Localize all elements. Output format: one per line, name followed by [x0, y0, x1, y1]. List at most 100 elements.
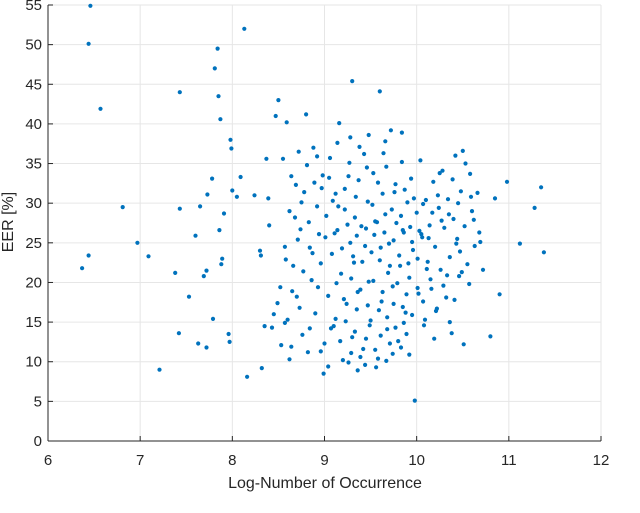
data-point: [299, 200, 304, 205]
data-point: [365, 303, 370, 308]
data-point: [497, 292, 502, 297]
data-point: [329, 251, 334, 256]
data-point: [298, 227, 303, 232]
data-point: [427, 223, 432, 228]
data-point: [201, 274, 206, 279]
data-point: [186, 294, 192, 299]
data-point: [373, 219, 378, 224]
data-point: [337, 121, 342, 126]
x-axis-label: Log-Number of Occurrence: [228, 475, 422, 492]
data-point: [98, 106, 103, 111]
data-point: [363, 336, 369, 341]
x-tick-label: 9: [320, 452, 328, 469]
data-point: [285, 317, 290, 322]
data-point: [259, 366, 264, 371]
data-point: [348, 240, 353, 245]
data-point: [422, 317, 428, 322]
data-point: [315, 154, 320, 159]
data-point: [480, 267, 486, 272]
data-point: [228, 137, 233, 142]
data-point: [360, 259, 365, 264]
data-point: [289, 344, 294, 349]
data-point: [421, 299, 426, 304]
y-tick-label: 15: [25, 314, 42, 331]
data-point: [322, 341, 327, 346]
data-point: [488, 334, 493, 339]
data-point: [469, 209, 475, 214]
data-point: [457, 274, 462, 279]
data-point: [304, 112, 309, 117]
data-point: [326, 364, 331, 369]
data-point: [409, 176, 414, 181]
data-point: [146, 254, 151, 259]
data-point: [450, 177, 455, 182]
x-tick-label: 10: [408, 452, 425, 469]
data-point: [410, 239, 415, 245]
data-point: [324, 213, 329, 218]
data-point: [392, 190, 397, 195]
data-point: [120, 205, 125, 210]
data-point: [405, 200, 410, 205]
data-point: [407, 352, 412, 357]
data-point: [442, 225, 447, 230]
data-point: [460, 148, 465, 153]
data-point: [219, 262, 224, 267]
data-point: [343, 319, 348, 324]
data-point: [300, 332, 305, 337]
data-point: [415, 285, 420, 291]
data-point: [88, 3, 93, 8]
data-point: [321, 371, 326, 376]
data-point: [354, 233, 359, 238]
data-point: [218, 117, 223, 122]
data-point: [196, 341, 201, 346]
grid-lines: [48, 4, 602, 441]
data-point: [416, 291, 421, 296]
data-point: [385, 327, 390, 332]
data-point: [462, 224, 467, 229]
data-point: [282, 320, 287, 325]
data-point: [280, 156, 286, 161]
data-point: [446, 212, 451, 217]
y-tick-label: 25: [25, 235, 42, 252]
y-tick-label: 5: [34, 393, 42, 410]
data-point: [386, 241, 392, 246]
data-point: [157, 367, 162, 372]
y-tick-label: 10: [25, 354, 42, 371]
data-point: [278, 285, 283, 290]
data-point: [424, 266, 429, 272]
x-tick-label: 11: [501, 452, 517, 469]
data-point: [386, 270, 391, 275]
data-point: [135, 240, 140, 245]
data-point: [380, 289, 385, 295]
data-point: [375, 356, 381, 361]
data-point: [315, 204, 320, 209]
x-tick-label: 6: [44, 452, 52, 469]
data-point: [517, 241, 523, 246]
data-point: [366, 132, 371, 138]
data-point: [346, 360, 351, 365]
data-point: [292, 215, 298, 220]
data-point: [86, 253, 91, 258]
data-point: [445, 273, 450, 278]
data-point: [437, 171, 442, 176]
data-point: [454, 241, 459, 246]
data-point: [436, 205, 441, 210]
data-point: [492, 196, 498, 201]
data-point: [210, 316, 216, 321]
data-point: [315, 285, 321, 290]
data-point: [257, 248, 263, 253]
data-point: [264, 156, 269, 161]
data-point: [216, 94, 221, 99]
data-point: [459, 270, 464, 275]
data-point: [358, 354, 363, 360]
data-point: [328, 326, 334, 331]
data-point: [478, 239, 483, 245]
tick-labels: 6 7 8 9 10 11 12 0 5 10 15 20 25 30 35 40 45 50 55: [25, 0, 609, 469]
data-point: [346, 174, 351, 179]
data-point: [471, 217, 476, 222]
data-point: [440, 168, 445, 173]
data-point: [395, 281, 400, 286]
data-point: [282, 244, 287, 249]
data-point: [234, 194, 239, 199]
data-point: [293, 182, 298, 187]
